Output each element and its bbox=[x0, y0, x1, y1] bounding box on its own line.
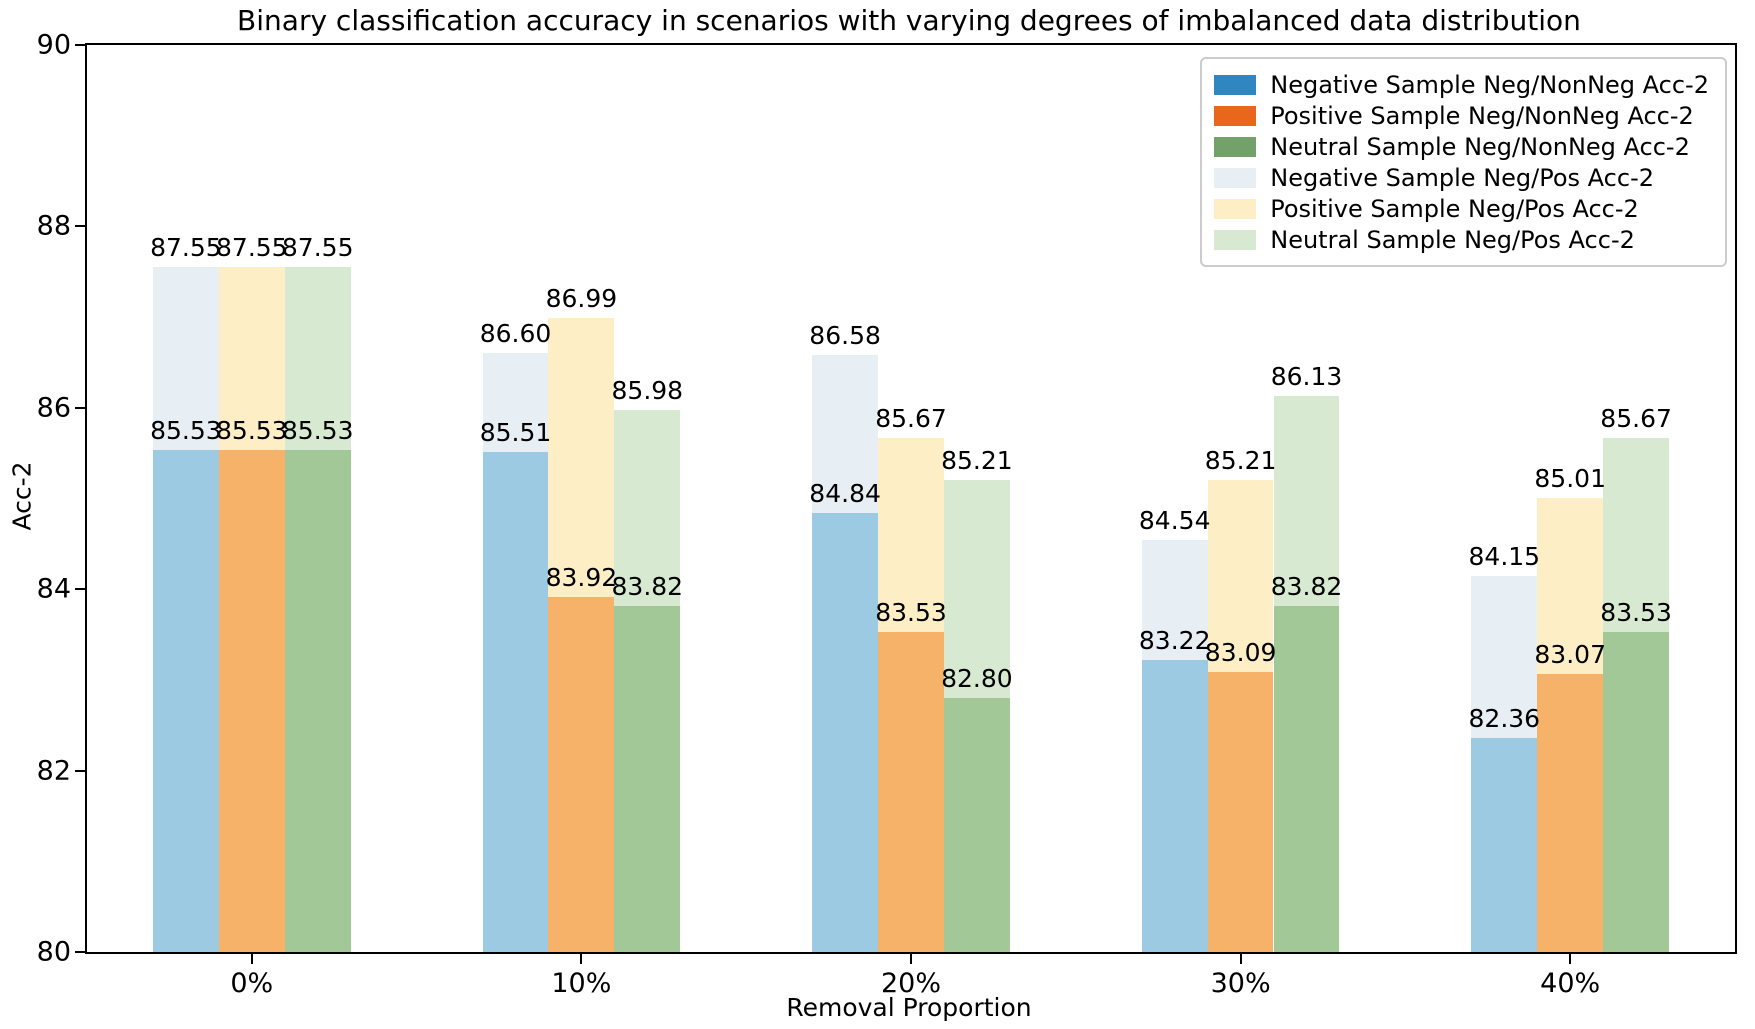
legend-swatch-icon bbox=[1214, 198, 1257, 219]
legend-item: Negative Sample Neg/Pos Acc-2 bbox=[1214, 162, 1709, 193]
bar-value-label-front-positive-30%: 83.09 bbox=[1204, 637, 1277, 667]
y-tick-mark bbox=[75, 406, 85, 409]
bar-value-label-back-neutral-30%: 86.13 bbox=[1270, 362, 1343, 391]
legend-item: Positive Sample Neg/Pos Acc-2 bbox=[1214, 193, 1709, 224]
y-tick-mark bbox=[75, 44, 85, 46]
legend-item: Neutral Sample Neg/NonNeg Acc-2 bbox=[1214, 131, 1709, 162]
legend-label: Positive Sample Neg/NonNeg Acc-2 bbox=[1270, 101, 1694, 130]
bar-value-label-front-negative-10%: 85.51 bbox=[479, 418, 552, 448]
bar-value-label-back-negative-30%: 84.54 bbox=[1138, 506, 1211, 536]
bar-front-negative-20% bbox=[812, 513, 878, 952]
y-tick-label: 86 bbox=[36, 392, 71, 424]
legend-item: Positive Sample Neg/NonNeg Acc-2 bbox=[1214, 100, 1709, 131]
legend-label: Neutral Sample Neg/Pos Acc-2 bbox=[1270, 225, 1635, 254]
x-tick-mark bbox=[250, 954, 253, 964]
bar-value-label-front-negative-30%: 83.22 bbox=[1138, 625, 1211, 655]
bar-front-negative-30% bbox=[1141, 659, 1208, 952]
legend-label: Positive Sample Neg/Pos Acc-2 bbox=[1270, 194, 1639, 223]
bar-value-label-back-negative-40%: 84.15 bbox=[1468, 541, 1541, 571]
bar-front-negative-40% bbox=[1471, 737, 1538, 952]
bar-value-label-front-positive-10%: 83.92 bbox=[545, 562, 618, 592]
legend-label: Neutral Sample Neg/NonNeg Acc-2 bbox=[1270, 132, 1690, 161]
bar-front-positive-0% bbox=[218, 450, 285, 952]
y-tick-label: 80 bbox=[36, 936, 71, 968]
legend-swatch-icon bbox=[1214, 74, 1257, 95]
bar-value-label-front-neutral-40%: 83.53 bbox=[1600, 597, 1672, 627]
x-tick-mark bbox=[1239, 954, 1242, 964]
legend-swatch-icon bbox=[1214, 105, 1257, 126]
legend-label: Negative Sample Neg/NonNeg Acc-2 bbox=[1270, 70, 1709, 99]
bar-value-label-front-positive-0%: 85.53 bbox=[216, 416, 288, 446]
legend-item: Neutral Sample Neg/Pos Acc-2 bbox=[1214, 224, 1709, 255]
x-tick-mark bbox=[1569, 954, 1572, 964]
bar-front-positive-40% bbox=[1537, 673, 1604, 952]
y-tick-label: 84 bbox=[36, 573, 71, 605]
x-tick-label: 10% bbox=[551, 968, 612, 999]
chart-title: Binary classification accuracy in scenar… bbox=[237, 4, 1581, 37]
bar-front-positive-10% bbox=[548, 596, 615, 952]
y-axis-label: Acc-2 bbox=[7, 461, 37, 531]
bar-front-negative-0% bbox=[152, 450, 219, 952]
x-tick-mark bbox=[580, 954, 583, 964]
bar-value-label-back-positive-30%: 85.21 bbox=[1204, 445, 1277, 475]
y-tick-label: 82 bbox=[36, 755, 71, 787]
legend-label: Negative Sample Neg/Pos Acc-2 bbox=[1270, 163, 1654, 192]
bar-value-label-front-positive-20%: 83.53 bbox=[875, 597, 947, 627]
bar-value-label-front-negative-40%: 82.36 bbox=[1468, 703, 1541, 733]
bar-value-label-front-negative-0%: 85.53 bbox=[150, 416, 222, 446]
legend-swatch-icon bbox=[1214, 136, 1257, 157]
x-axis-label: Removal Proportion bbox=[786, 993, 1032, 1022]
bar-value-label-back-positive-10%: 86.99 bbox=[545, 284, 618, 313]
bar-value-label-front-neutral-10%: 83.82 bbox=[611, 571, 684, 601]
bar-value-label-back-neutral-20%: 85.21 bbox=[941, 445, 1013, 475]
bar-value-label-front-neutral-0%: 85.53 bbox=[281, 416, 354, 446]
plot-area: 85.53 85.51 84.84 83.22 82.36 85.53 83.92 83.53… bbox=[37, 30, 1737, 999]
y-tick-label: 90 bbox=[36, 29, 71, 61]
x-tick-label: 40% bbox=[1540, 968, 1601, 999]
bar-value-label-back-negative-20%: 86.58 bbox=[809, 321, 881, 351]
bar-front-positive-30% bbox=[1207, 671, 1274, 952]
bar-value-label-front-positive-40%: 83.07 bbox=[1534, 639, 1606, 669]
x-tick-label: 20% bbox=[880, 968, 942, 999]
bar-value-label-front-neutral-30%: 83.82 bbox=[1270, 571, 1343, 601]
bar-value-label-back-neutral-40%: 85.67 bbox=[1600, 403, 1672, 433]
bar-value-label-back-negative-10%: 86.60 bbox=[479, 319, 552, 349]
x-tick-label: 30% bbox=[1210, 968, 1271, 999]
bar-value-label-back-positive-20%: 85.67 bbox=[875, 403, 947, 433]
bar-front-neutral-10% bbox=[614, 605, 681, 952]
bar-value-label-back-positive-40%: 85.01 bbox=[1534, 463, 1606, 493]
bar-front-neutral-0% bbox=[284, 450, 351, 952]
bar-front-positive-20% bbox=[878, 631, 944, 952]
legend: Negative Sample Neg/NonNeg Acc-2 Positive… bbox=[1200, 57, 1727, 267]
y-tick-mark bbox=[75, 225, 85, 228]
bar-value-label-back-positive-0%: 87.55 bbox=[216, 233, 288, 263]
bar-value-label-back-negative-0%: 87.55 bbox=[150, 233, 222, 263]
legend-item: Negative Sample Neg/NonNeg Acc-2 bbox=[1214, 69, 1709, 100]
y-tick-mark bbox=[75, 769, 85, 772]
bar-value-label-back-neutral-0%: 87.55 bbox=[281, 233, 354, 263]
x-tick-label: 0% bbox=[230, 968, 274, 999]
bar-front-negative-10% bbox=[482, 452, 549, 952]
bar-value-label-front-neutral-20%: 82.80 bbox=[941, 664, 1013, 693]
x-tick-mark bbox=[910, 954, 912, 964]
legend-swatch-icon bbox=[1214, 229, 1257, 250]
bar-front-neutral-20% bbox=[944, 698, 1010, 952]
legend-swatch-icon bbox=[1214, 167, 1257, 188]
bar-value-label-back-neutral-10%: 85.98 bbox=[611, 375, 684, 405]
y-tick-mark bbox=[75, 588, 85, 591]
bar-front-neutral-40% bbox=[1603, 631, 1670, 952]
bar-value-label-front-negative-20%: 84.84 bbox=[809, 479, 881, 508]
bar-front-neutral-30% bbox=[1273, 605, 1340, 952]
y-tick-mark bbox=[75, 951, 85, 953]
y-tick-label: 88 bbox=[36, 210, 71, 242]
